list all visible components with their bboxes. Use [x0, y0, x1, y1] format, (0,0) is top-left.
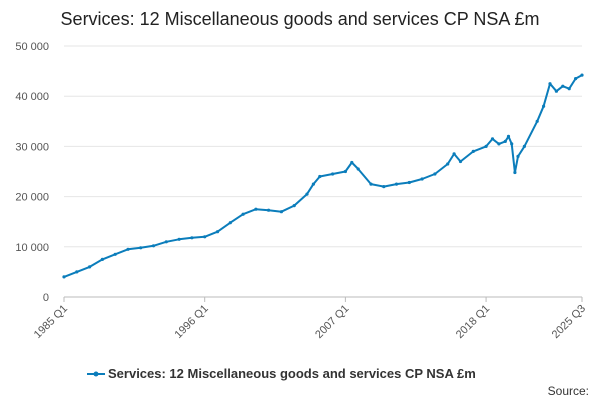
y-tick-label: 30 000	[15, 141, 49, 153]
data-point[interactable]	[382, 185, 386, 189]
x-tick-label: 2025 Q3	[550, 303, 588, 341]
data-point[interactable]	[215, 230, 220, 234]
legend-label: Services: 12 Miscellaneous goods and ser…	[108, 366, 476, 381]
data-point[interactable]	[75, 270, 79, 274]
data-point[interactable]	[305, 192, 309, 196]
data-point[interactable]	[203, 235, 207, 239]
data-point[interactable]	[567, 87, 571, 91]
data-point[interactable]	[452, 152, 456, 156]
data-point[interactable]	[484, 144, 488, 148]
data-point[interactable]	[420, 177, 424, 181]
data-point[interactable]	[356, 167, 360, 171]
data-point[interactable]	[407, 180, 411, 185]
data-point[interactable]	[490, 137, 495, 141]
x-tick-label: 2018 Q1	[454, 303, 492, 341]
data-point[interactable]	[516, 154, 520, 158]
data-point[interactable]	[267, 208, 271, 212]
data-point[interactable]	[318, 174, 322, 179]
data-point[interactable]	[350, 160, 354, 165]
data-point[interactable]	[574, 77, 578, 81]
y-tick-label: 50 000	[15, 41, 49, 53]
data-point[interactable]	[292, 204, 296, 208]
x-axis-ticks: 1985 Q1 1996 Q1 2007 Q1 2018 Q1 2025 Q3	[32, 297, 588, 341]
data-point[interactable]	[503, 139, 507, 143]
legend-marker-swatch	[93, 371, 99, 377]
data-point[interactable]	[126, 247, 130, 251]
data-point[interactable]	[113, 252, 117, 256]
data-point[interactable]	[62, 275, 66, 279]
x-tick-label: 1985 Q1	[32, 303, 70, 341]
data-point[interactable]	[311, 182, 315, 186]
data-point[interactable]	[177, 237, 181, 241]
data-point[interactable]	[254, 207, 258, 211]
legend[interactable]: Services: 12 Miscellaneous goods and ser…	[87, 366, 476, 381]
data-point[interactable]	[446, 162, 450, 166]
data-point[interactable]	[190, 236, 194, 240]
data-point[interactable]	[554, 89, 559, 93]
data-point[interactable]	[542, 104, 546, 108]
data-point[interactable]	[535, 119, 539, 123]
data-point[interactable]	[279, 210, 283, 214]
y-tick-label: 20 000	[15, 192, 49, 204]
data-point[interactable]	[331, 172, 335, 176]
data-point[interactable]	[458, 159, 463, 164]
y-tick-label: 10 000	[15, 242, 49, 254]
data-point[interactable]	[513, 170, 517, 175]
data-point[interactable]	[88, 265, 92, 269]
source-label: Source:	[548, 384, 589, 398]
data-point[interactable]	[580, 73, 584, 77]
data-point[interactable]	[394, 182, 399, 186]
data-point[interactable]	[522, 144, 527, 148]
data-point[interactable]	[164, 240, 168, 244]
data-point[interactable]	[497, 142, 501, 146]
data-point[interactable]	[433, 172, 437, 176]
data-point[interactable]	[506, 134, 511, 138]
y-tick-label: 0	[43, 292, 49, 304]
data-point[interactable]	[510, 142, 514, 146]
data-point[interactable]	[471, 149, 475, 153]
data-point[interactable]	[369, 182, 373, 186]
data-point[interactable]	[548, 82, 552, 86]
x-tick-label: 2007 Q1	[313, 303, 351, 341]
data-point[interactable]	[151, 244, 156, 248]
data-point[interactable]	[100, 257, 104, 261]
y-tick-label: 40 000	[15, 91, 49, 103]
gridlines	[64, 45, 582, 298]
series-layer	[62, 73, 584, 279]
data-point[interactable]	[241, 212, 245, 216]
data-point[interactable]	[561, 84, 565, 88]
data-point[interactable]	[139, 246, 143, 250]
data-point[interactable]	[343, 169, 347, 174]
data-point[interactable]	[228, 221, 232, 225]
y-axis-ticks: 0 10 000 20 000 30 000 40 000 50 000	[15, 41, 49, 304]
chart-title: Services: 12 Miscellaneous goods and ser…	[61, 9, 540, 29]
x-tick-label: 1996 Q1	[172, 303, 210, 341]
